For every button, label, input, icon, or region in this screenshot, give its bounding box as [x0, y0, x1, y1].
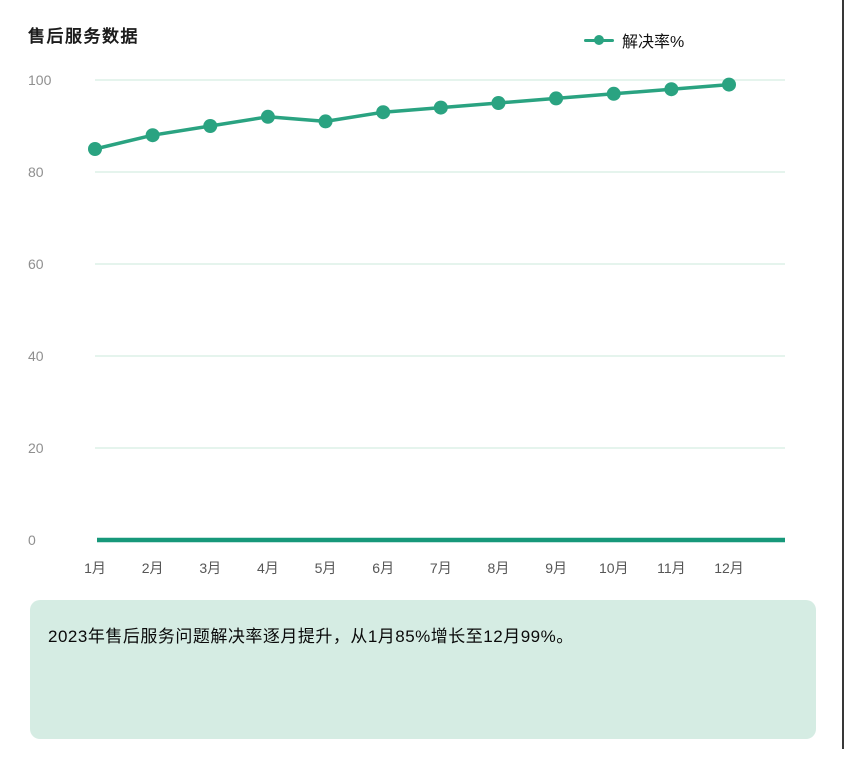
page-title: 售后服务数据 [28, 27, 139, 46]
resolution-rate-line-chart: 0 20 40 60 80 100 1月 2月 3月 4月 5月 6月 7月 8月 9月 10月 11月 12月 [28, 72, 785, 576]
x-tick-label-12: 12月 [714, 560, 744, 576]
legend-label: 解决率% [622, 34, 685, 51]
x-tick-label-3: 3月 [199, 560, 221, 576]
x-tick-label-1: 1月 [84, 560, 106, 576]
summary-note-text: 2023年售后服务问题解决率逐月提升，从1月85%增长至12月99%。 [48, 627, 574, 646]
data-point-12月-99[interactable] [722, 77, 736, 92]
series-line-resolution-rate [93, 82, 731, 151]
data-point-10月-97[interactable] [606, 86, 621, 101]
x-tick-label-10: 10月 [599, 560, 629, 576]
data-point-1月-85[interactable] [88, 142, 102, 156]
data-point-4月-92[interactable] [260, 109, 275, 124]
data-point-7月-94[interactable] [433, 100, 448, 115]
data-point-8月-95[interactable] [491, 96, 506, 110]
legend-line-marker-icon [584, 35, 614, 45]
data-point-5月-91[interactable] [318, 114, 333, 129]
y-tick-label-20: 20 [28, 440, 44, 456]
legend-item-resolution-rate[interactable]: 解决率% [584, 28, 684, 52]
data-point-3月-90[interactable] [203, 119, 218, 133]
x-tick-label-8: 8月 [488, 560, 510, 576]
x-tick-label-11: 11月 [657, 560, 686, 576]
data-point-11月-98[interactable] [664, 82, 679, 97]
x-tick-label-9: 9月 [545, 560, 567, 576]
x-tick-label-7: 7月 [430, 560, 452, 576]
x-tick-label-4: 4月 [257, 560, 279, 576]
data-point-9月-96[interactable] [549, 91, 564, 106]
x-tick-label-6: 6月 [372, 560, 394, 576]
x-tick-label-2: 2月 [142, 560, 164, 576]
y-tick-label-60: 60 [28, 256, 44, 272]
y-tick-label-40: 40 [28, 348, 44, 364]
y-tick-label-100: 100 [28, 72, 52, 88]
x-tick-label-5: 5月 [315, 560, 337, 576]
y-tick-label-80: 80 [28, 164, 44, 180]
summary-note-box: 2023年售后服务问题解决率逐月提升，从1月85%增长至12月99%。 [30, 600, 816, 739]
legend-dot-icon [594, 35, 604, 45]
data-point-6月-93[interactable] [376, 105, 391, 120]
data-point-2月-88[interactable] [145, 128, 160, 143]
y-tick-label-0: 0 [28, 532, 36, 548]
window-right-border [842, 0, 844, 749]
